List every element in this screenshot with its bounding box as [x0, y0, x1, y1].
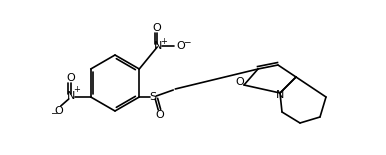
Text: N: N	[276, 90, 284, 100]
Text: +: +	[73, 86, 80, 95]
Text: O: O	[177, 41, 186, 51]
Text: O: O	[235, 77, 244, 87]
Text: +: +	[160, 36, 167, 46]
Text: S: S	[150, 92, 157, 102]
Text: N: N	[66, 91, 75, 101]
Text: O: O	[54, 106, 63, 116]
Text: −: −	[183, 38, 191, 46]
Text: N: N	[154, 41, 163, 51]
Text: O: O	[66, 73, 75, 83]
Text: −: −	[50, 108, 58, 117]
Text: O: O	[153, 23, 162, 33]
Text: O: O	[156, 110, 164, 120]
